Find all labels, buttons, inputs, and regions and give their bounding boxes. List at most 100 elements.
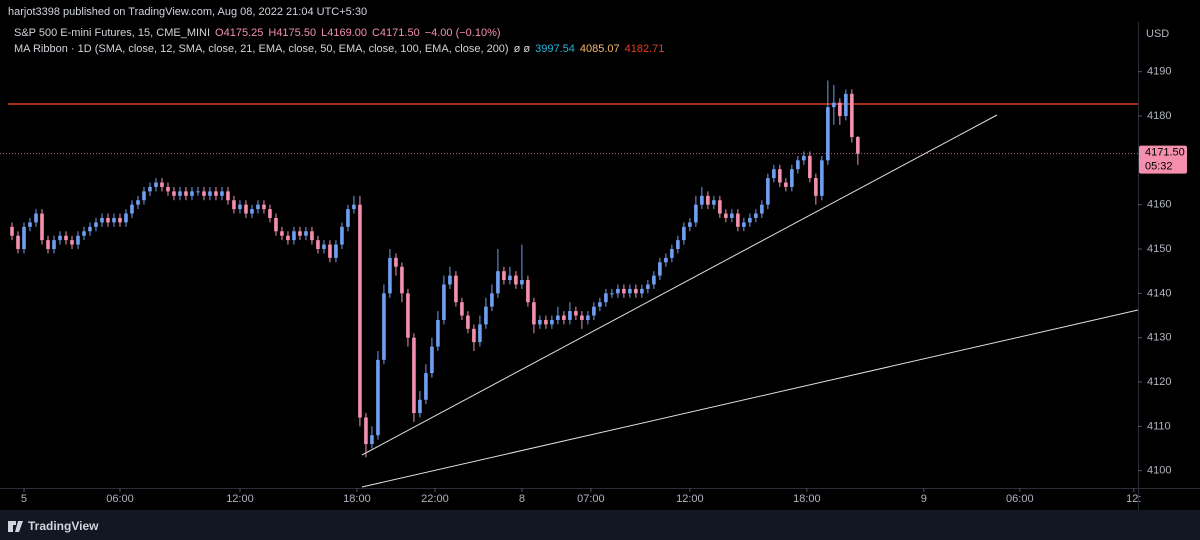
countdown: 05:32 xyxy=(1145,161,1173,173)
legend-text: ø ø xyxy=(514,43,531,55)
candle-body xyxy=(508,275,512,281)
x-tick-label: 07:00 xyxy=(577,493,605,505)
brand-logo xyxy=(8,521,23,532)
y-tick-label: 4160 xyxy=(1147,199,1171,211)
candle-body xyxy=(160,182,164,187)
candle-body xyxy=(16,235,20,250)
candle-body xyxy=(304,231,308,236)
candle-body xyxy=(622,288,626,294)
candle-body xyxy=(154,182,158,187)
legend-text: L4169.00 xyxy=(321,27,367,39)
candle-body xyxy=(352,204,356,210)
candle-body xyxy=(634,288,638,294)
y-tick-label: 4100 xyxy=(1147,465,1171,477)
candle-body xyxy=(514,275,518,285)
candle-body xyxy=(766,178,770,205)
last-price-label: 4171.50 xyxy=(1145,147,1185,159)
candle-body xyxy=(376,359,380,436)
y-tick-label: 4140 xyxy=(1147,287,1171,299)
candle-body xyxy=(208,191,212,196)
candle-body xyxy=(526,280,530,303)
candle-body xyxy=(244,204,248,214)
candle-body xyxy=(202,191,206,196)
candle-body xyxy=(688,222,692,227)
candle-body xyxy=(664,257,668,263)
candle-body xyxy=(322,244,326,250)
currency: USD xyxy=(1146,28,1169,40)
brand: TradingView xyxy=(28,519,99,533)
candle-body xyxy=(40,213,44,241)
candle-body xyxy=(448,275,452,285)
candle-body xyxy=(424,373,428,400)
candle-body xyxy=(826,107,830,161)
candle-body xyxy=(370,435,374,445)
candle-body xyxy=(394,257,398,267)
candle-body xyxy=(64,235,68,241)
candle-body xyxy=(658,262,662,276)
candle-body xyxy=(88,226,92,232)
candle-body xyxy=(496,271,500,294)
x-tick-label: 06:00 xyxy=(106,493,134,505)
candle-body xyxy=(112,217,116,223)
legend-text: −4.00 (−0.10%) xyxy=(425,27,501,39)
candle-body xyxy=(418,399,422,414)
candle-body xyxy=(598,302,602,307)
candle-body xyxy=(784,182,788,187)
candle-body xyxy=(550,319,554,325)
candle-body xyxy=(628,288,632,294)
candle-body xyxy=(250,209,254,214)
legend-text: 3997.54 xyxy=(535,43,575,55)
candle-body xyxy=(754,213,758,218)
candle-body xyxy=(562,315,566,320)
candle-body xyxy=(268,209,272,218)
candle-body xyxy=(256,204,260,210)
candle-body xyxy=(220,191,224,196)
candle-body xyxy=(652,275,656,285)
candle-body xyxy=(850,93,854,138)
candle-body xyxy=(94,222,98,227)
x-tick-label: 22:00 xyxy=(421,493,449,505)
candle-body xyxy=(136,200,140,205)
candle-body xyxy=(832,102,836,108)
candle-body xyxy=(676,240,680,250)
candle-body xyxy=(802,155,806,161)
published-note: harjot3398 published on TradingView.com,… xyxy=(8,6,367,18)
legend-text: MA Ribbon · 1D (SMA, close, 12, SMA, clo… xyxy=(14,43,509,55)
trend-line xyxy=(361,309,1139,488)
candle-body xyxy=(346,209,350,227)
candle-body xyxy=(466,315,470,329)
candle-body xyxy=(400,266,404,294)
candle-body xyxy=(580,315,584,320)
x-tick-label: 18:00 xyxy=(343,493,371,505)
candle-body xyxy=(358,204,362,418)
candle-body xyxy=(190,191,194,196)
candle-body xyxy=(196,191,200,193)
candle-body xyxy=(232,200,236,210)
legend-text: 4085.07 xyxy=(580,43,620,55)
candle-body xyxy=(172,191,176,196)
candle-body xyxy=(682,226,686,241)
candle-body xyxy=(292,231,296,241)
candle-body xyxy=(604,293,608,303)
y-tick-label: 4190 xyxy=(1147,66,1171,78)
legend-text: O4175.25 xyxy=(215,27,263,39)
candle-body xyxy=(382,293,386,360)
candle-body xyxy=(814,178,818,196)
x-tick-label: 9 xyxy=(921,493,927,505)
y-tick-label: 4150 xyxy=(1147,243,1171,255)
candle-body xyxy=(178,191,182,196)
candle-body xyxy=(280,231,284,236)
legend-text: C4171.50 xyxy=(372,27,420,39)
candle-body xyxy=(124,213,128,223)
candle-body xyxy=(130,204,134,214)
candle-body xyxy=(778,169,782,183)
candle-body xyxy=(34,213,38,223)
candle-body xyxy=(490,293,494,307)
candle-body xyxy=(100,217,104,223)
candle-body xyxy=(118,217,122,223)
candle-body xyxy=(262,204,266,210)
candle-body xyxy=(718,200,722,214)
candle-body xyxy=(166,186,170,192)
